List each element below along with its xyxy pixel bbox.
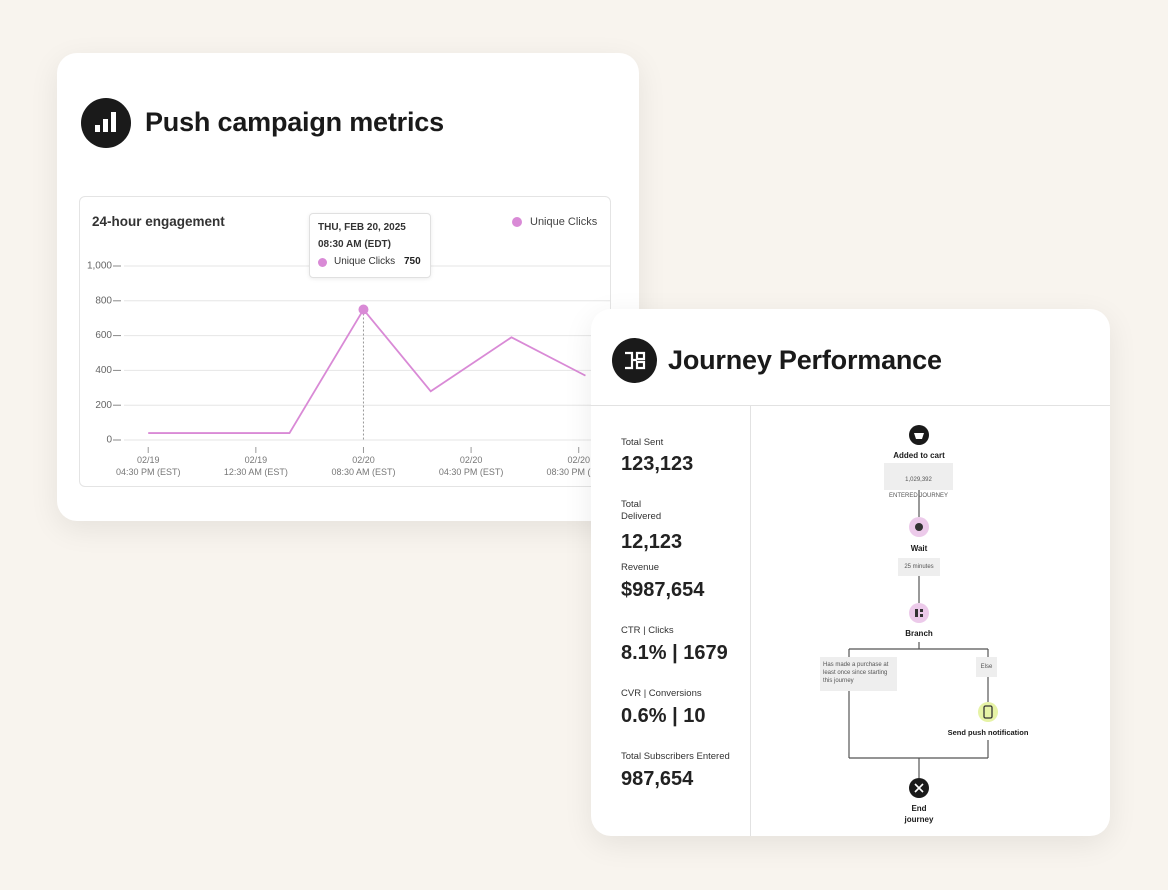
node-count-label: ENTERED JOURNEY — [888, 493, 948, 499]
y-tick-label: 0 — [106, 435, 112, 446]
journey-icon — [612, 338, 657, 383]
metric-value: 123,123 — [621, 453, 694, 475]
x-tick-label: 02/20 04:30 PM (EST) — [438, 455, 504, 477]
branch-else: Else — [976, 657, 997, 677]
metrics-card: Push campaign metrics 24-hour engagement… — [57, 53, 639, 521]
y-tick-label: 200 — [95, 400, 112, 411]
tooltip-value: 750 — [404, 256, 421, 267]
journey-flow — [848, 425, 998, 798]
chart-panel: 24-hour engagement 0 200 400 600 800 1,000 Uni… — [79, 196, 611, 487]
highlight-point — [358, 304, 369, 315]
node-label: Wait — [910, 544, 928, 553]
x-tick-label: 02/19 04:30 PM (EST) — [115, 455, 181, 477]
metric-value: 8.1% | 1679 — [621, 642, 728, 664]
journey-card: Journey Performance Total Sent 123,123 Tot… — [591, 309, 1110, 836]
branch-condition: Has made a purchase at least once since … — [820, 657, 897, 691]
x-tick-label: 02/19 12:30 AM (EST) — [223, 455, 288, 477]
divider — [750, 406, 751, 836]
metric-value: 12,123 — [621, 531, 683, 553]
tooltip-time: 08:30 AM (EDT) — [318, 239, 391, 250]
tooltip-series: Unique Clicks — [334, 256, 396, 267]
card-title: Push campaign metrics — [145, 107, 444, 137]
y-tick-label: 400 — [95, 365, 112, 376]
node-label: Send push notification — [947, 728, 1029, 737]
metric-label: CTR | Clicks — [621, 625, 674, 636]
y-tick-label: 800 — [95, 295, 112, 306]
metric-label: Total Subscribers Entered — [621, 751, 730, 762]
metrics-icon — [81, 98, 131, 148]
wait-time: 25 minutes — [898, 558, 940, 576]
node-label: End journey — [904, 804, 934, 824]
metric-label: Total Sent — [621, 437, 664, 448]
node-count: 1,029,392 — [905, 477, 932, 483]
node-label: Branch — [905, 629, 933, 638]
x-tick-label: 02/20 08:30 AM (EST) — [331, 455, 396, 477]
divider — [591, 405, 1110, 406]
node-label: Added to cart — [893, 451, 945, 460]
legend-swatch — [512, 217, 522, 227]
metric-label: CVR | Conversions — [621, 688, 702, 699]
line — [148, 307, 586, 434]
tooltip-date: THU, FEB 20, 2025 — [318, 222, 406, 233]
card-title: Journey Performance — [668, 345, 942, 375]
chart: 0 200 400 600 800 1,000 Unique Clicks — [87, 216, 610, 453]
chart-title: 24-hour engagement — [92, 214, 225, 229]
metric-label: Revenue — [621, 562, 660, 573]
tooltip: THU, FEB 20, 2025 08:30 AM (EDT) Unique … — [309, 213, 431, 278]
y-tick-label: 600 — [95, 330, 112, 341]
tooltip-swatch — [318, 258, 327, 267]
metric-value: 0.6% | 10 — [621, 705, 706, 727]
metric-value: $987,654 — [621, 579, 705, 601]
y-tick-label: 1,000 — [87, 261, 112, 272]
legend-label: Unique Clicks — [530, 216, 598, 228]
node-count-box: 1,029,392 ENTERED JOURNEY — [884, 463, 953, 499]
metric-label: Total Delivered — [621, 499, 662, 522]
metric-value: 987,654 — [621, 768, 694, 790]
